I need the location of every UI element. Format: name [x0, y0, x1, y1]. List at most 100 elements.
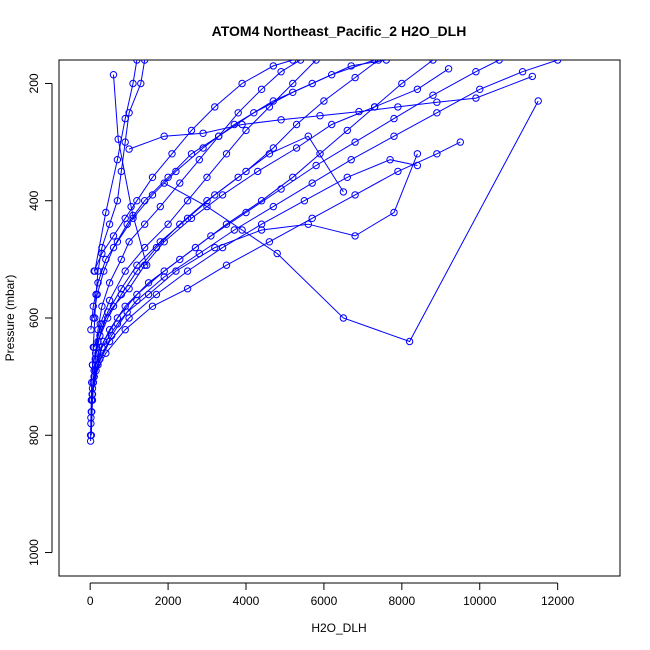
data-point	[292, 120, 301, 129]
data-point	[413, 150, 422, 158]
data-point	[250, 109, 258, 117]
profile-series	[89, 150, 422, 387]
data-point	[141, 220, 149, 228]
y-axis-label: Pressure (mbar)	[3, 275, 17, 362]
data-point	[160, 273, 168, 281]
data-point	[304, 220, 312, 228]
data-point	[98, 243, 106, 252]
data-point	[105, 279, 114, 287]
data-point	[257, 220, 266, 228]
data-point	[89, 302, 98, 310]
series-line	[93, 141, 461, 377]
data-point	[265, 150, 274, 158]
data-point	[121, 267, 129, 275]
data-point	[289, 79, 297, 88]
data-point	[86, 431, 95, 439]
data-point	[433, 109, 441, 117]
data-point	[230, 120, 239, 129]
data-point	[234, 173, 242, 182]
data-point	[183, 285, 192, 293]
data-point	[242, 167, 250, 176]
data-point	[316, 150, 324, 158]
data-point	[98, 320, 106, 328]
data-point	[105, 296, 114, 305]
data-point	[144, 290, 153, 299]
data-point	[433, 98, 441, 106]
profile-series	[90, 60, 297, 275]
data-point	[137, 79, 145, 88]
data-point	[98, 343, 106, 351]
data-point	[88, 390, 97, 398]
data-point	[269, 62, 277, 70]
data-point	[121, 138, 129, 146]
data-point	[222, 261, 231, 269]
data-point	[328, 71, 336, 79]
data-point	[289, 88, 297, 97]
data-point	[187, 214, 196, 223]
data-point	[242, 126, 250, 135]
x-tick-label: 2000	[155, 594, 182, 608]
data-point	[269, 202, 277, 211]
data-point	[121, 214, 129, 223]
data-point	[172, 167, 180, 176]
data-point	[390, 114, 398, 123]
data-point	[230, 226, 239, 234]
data-point	[129, 211, 137, 220]
data-point	[127, 202, 135, 211]
profile-series	[89, 60, 379, 322]
x-tick-label: 4000	[233, 594, 260, 608]
data-point	[518, 68, 527, 76]
data-point	[382, 60, 390, 64]
data-point	[160, 132, 168, 140]
data-point	[351, 73, 359, 82]
data-point	[93, 290, 101, 299]
data-point	[90, 343, 98, 351]
data-point	[398, 79, 406, 88]
data-point	[386, 156, 394, 164]
data-point	[476, 85, 484, 94]
data-point	[534, 97, 542, 105]
data-point	[109, 302, 118, 310]
data-point	[257, 85, 266, 94]
data-point	[168, 150, 176, 158]
data-point	[370, 60, 379, 64]
series-line	[92, 60, 375, 319]
data-point	[195, 156, 204, 164]
data-point	[176, 255, 184, 264]
data-point	[308, 214, 316, 223]
data-point	[222, 150, 231, 158]
data-point	[109, 71, 118, 79]
data-point	[296, 60, 305, 64]
series-line	[91, 60, 558, 401]
profile-series	[160, 97, 542, 346]
data-point	[218, 191, 227, 199]
data-point	[100, 267, 108, 275]
data-point	[394, 103, 402, 111]
data-point	[117, 285, 126, 293]
profile-series	[87, 60, 503, 416]
data-point	[316, 112, 324, 120]
data-point	[277, 68, 285, 76]
data-point	[148, 302, 157, 310]
data-point	[141, 60, 149, 64]
data-point	[339, 314, 348, 322]
data-point	[141, 261, 149, 269]
data-point	[187, 126, 196, 135]
data-point	[87, 408, 96, 416]
series-line	[92, 135, 344, 366]
plot-frame	[58, 59, 621, 577]
data-point	[351, 232, 359, 240]
data-point	[113, 156, 122, 164]
data-point	[312, 60, 320, 64]
data-point	[472, 68, 480, 76]
profile-series	[91, 60, 141, 275]
data-point	[343, 173, 351, 182]
data-point	[125, 145, 133, 153]
series-line	[90, 60, 500, 412]
data-point	[374, 60, 383, 64]
data-point	[94, 337, 102, 346]
data-point	[328, 120, 336, 129]
data-point	[394, 167, 402, 176]
data-point	[94, 279, 102, 287]
